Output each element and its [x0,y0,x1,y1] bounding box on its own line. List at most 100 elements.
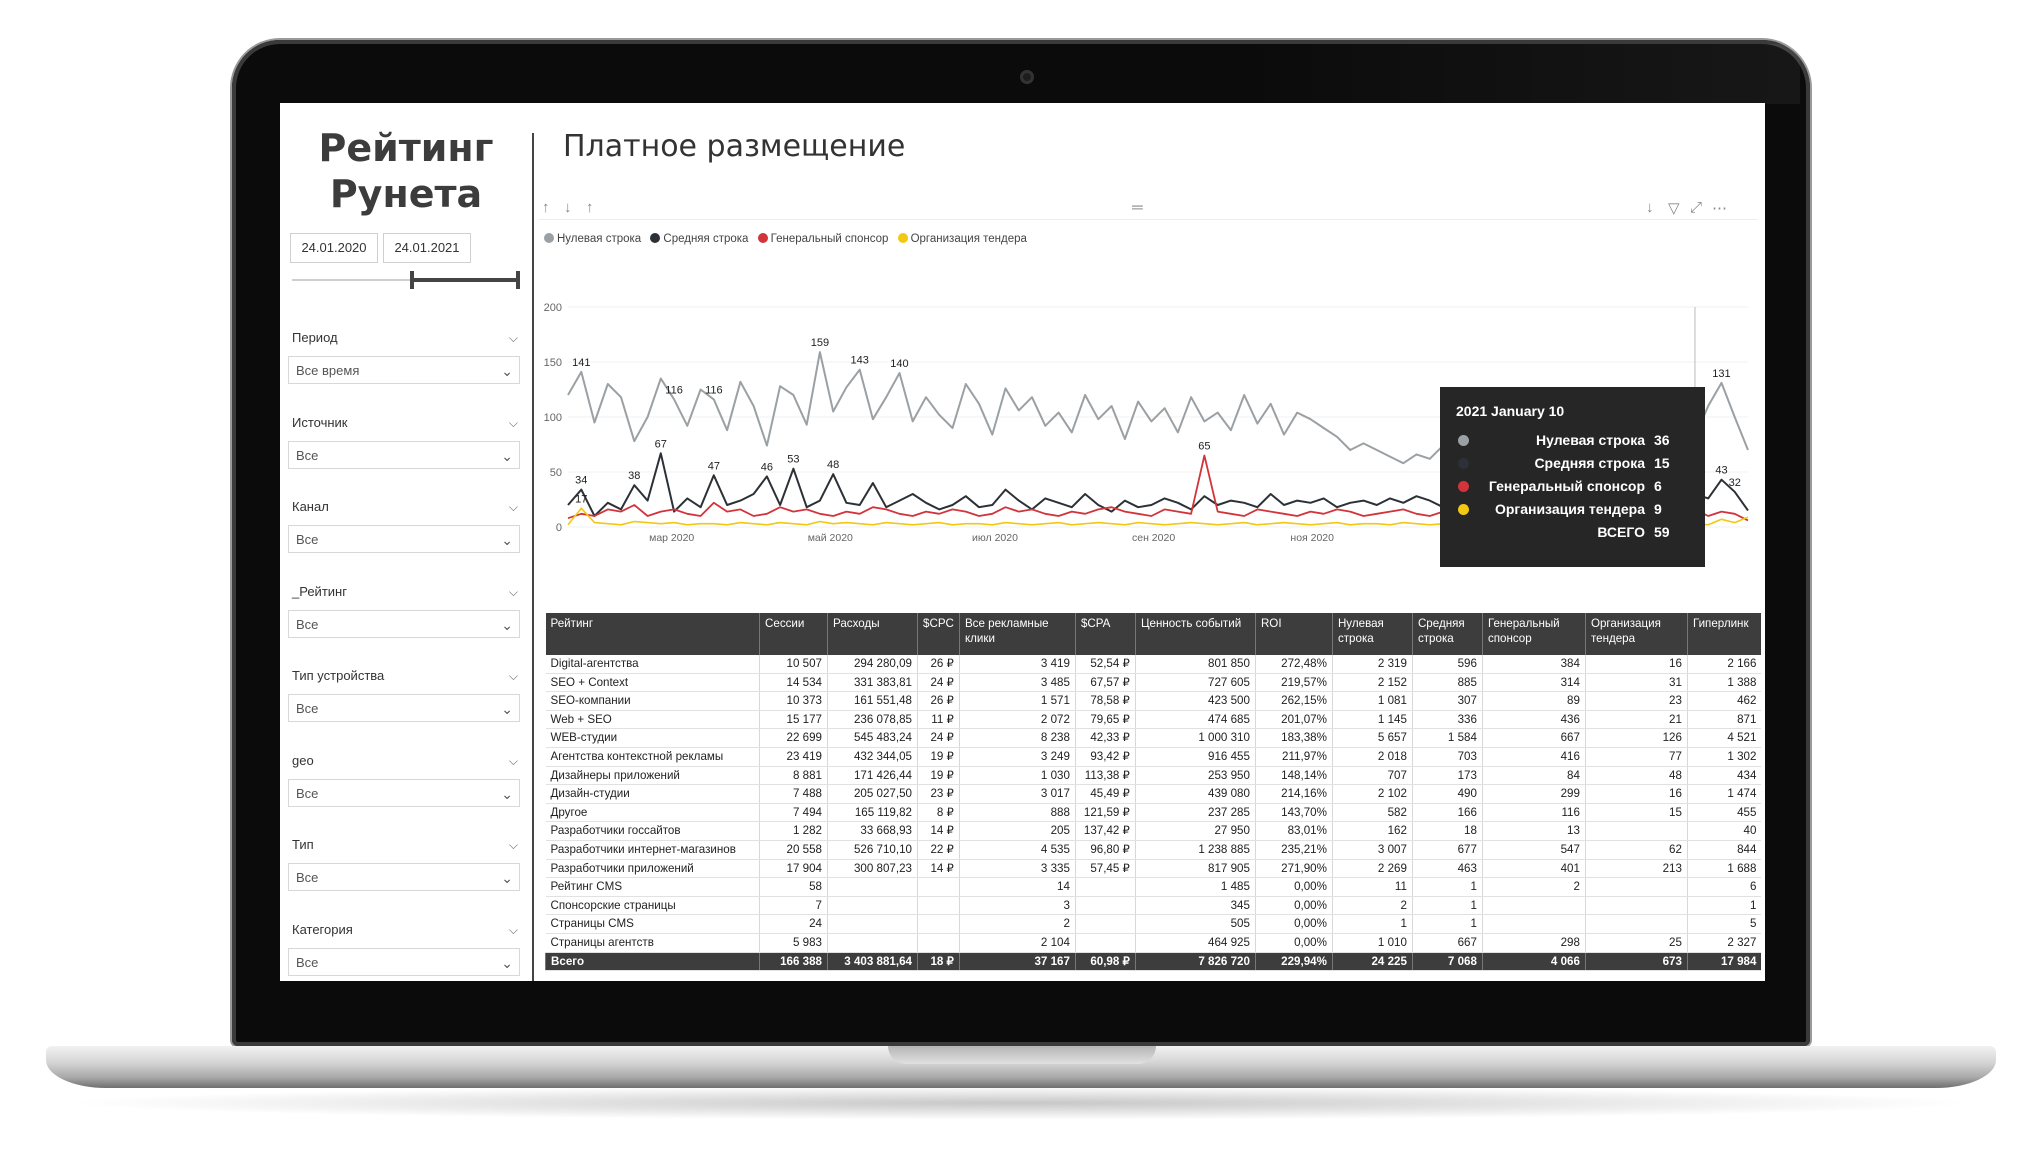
table-cell: 16 [1584,655,1688,674]
table-row[interactable]: Web + SEO 15 177 236 078,85 11 ₽2 072 79,65 … [545,710,1762,730]
table-header-cell[interactable]: Все рекламные клики [958,613,1076,655]
filter-dropdown[interactable]: Все время ⌄ [288,356,520,384]
date-slider-start-handle[interactable] [410,271,414,289]
filter-dropdown[interactable]: Все ⌄ [288,863,520,891]
legend-item-middle-row[interactable]: Средняя строка [650,233,748,245]
table-cell: 126 [1584,728,1688,748]
table-cell: Агентства контекстной рекламы [545,747,760,767]
filter-title[interactable]: Тип устройства ⌵ [292,666,520,686]
date-slider-track[interactable] [292,279,518,281]
table-cell: 3 485 [958,673,1076,693]
table-header-cell[interactable]: $CPC [917,613,960,655]
table-row[interactable]: Разработчики приложений 17 904 300 807,23 1… [545,859,1762,879]
filter-title[interactable]: Тип ⌵ [292,835,520,855]
table-cell: 161 551,48 [827,691,918,711]
table-header-cell[interactable]: Средняя строка [1411,613,1483,655]
table-row[interactable]: Дизайн-студии 7 488 205 027,50 23 ₽3 017 45,… [545,784,1762,804]
chevron-down-icon[interactable]: ⌵ [508,922,518,937]
x-tick-label: ноя 2020 [1290,532,1334,543]
table-row[interactable]: Рейтинг CMS 58 14 1 485 0,00% 11 1 2 6 [545,877,1762,897]
visual-header: ↑ ↓ ↑ ═ ↓ ▽ ⤢ ⋯ [538,197,1758,220]
legend-label: Средняя строка [663,233,749,245]
table-cell: 2 102 [1331,784,1413,804]
table-cell: 439 080 [1134,784,1256,804]
table-row[interactable]: Разработчики интернет-магазинов 20 558 526… [545,840,1762,860]
chevron-down-icon[interactable]: ⌵ [508,415,518,430]
filter-dropdown[interactable]: Все ⌄ [288,609,520,638]
table-header-cell[interactable]: ROI [1254,613,1333,655]
legend-item-zero-row[interactable]: Нулевая строка [544,233,641,245]
table-cell: 11 ₽ [917,710,960,730]
table-row[interactable]: Другое 7 494 165 119,82 8 ₽888 121,59 ₽237 2… [545,803,1762,823]
chevron-down-icon[interactable]: ⌵ [508,500,518,514]
table-total-row: Всего 166 388 3 403 881,64 18 ₽37 167 60,98 … [545,952,1762,972]
tooltip-value: 36 [1654,432,1670,448]
drill-mode-icon[interactable]: ↓ [1646,199,1654,216]
filter-dropdown[interactable]: Все ⌄ [288,694,520,722]
y-tick-label: 50 [550,467,562,479]
filter-title[interactable]: Категория ⌵ [292,920,520,940]
table-header-cell[interactable]: Организация тендера [1584,613,1688,655]
date-slider-end-handle[interactable] [516,271,520,289]
filter-title[interactable]: Канал ⌵ [292,497,520,517]
filter-dropdown[interactable]: Все ⌄ [288,778,520,807]
tooltip-label: Нулевая строка [1535,432,1645,448]
table-row[interactable]: Разработчики госсайтов 1 282 33 668,93 14 ₽… [545,821,1762,841]
table-cell: 79,65 ₽ [1074,710,1136,730]
legend-item-general-sponsor[interactable]: Генеральный спонсор [757,233,888,245]
chevron-down-icon[interactable]: ⌵ [508,838,518,852]
table-header-cell[interactable]: Нулевая строка [1331,613,1413,655]
table-cell [827,933,918,953]
table-cell: 22 ₽ [917,840,960,860]
expand-level-icon[interactable]: ↑ [586,199,594,216]
more-options-icon[interactable]: ⋯ [1712,200,1727,217]
filter-title[interactable]: _Рейтинг ⌵ [292,582,520,602]
table-header-cell[interactable]: Гиперлинк [1686,613,1762,655]
filter-title[interactable]: Источник ⌵ [292,413,520,433]
filter-dropdown[interactable]: Все ⌄ [288,440,520,469]
chevron-down-icon[interactable]: ⌵ [508,669,518,683]
table-cell [1074,877,1136,897]
table-cell: 1 [1411,877,1483,897]
filter-title[interactable]: geo ⌵ [292,751,520,771]
focus-mode-icon[interactable]: ⤢ [1690,199,1703,216]
table-cell: 3 249 [958,747,1076,767]
date-end-input[interactable]: 24.01.2021 [383,233,471,263]
chevron-down-icon[interactable]: ⌵ [508,584,518,599]
y-tick-label: 100 [544,412,562,424]
table-row[interactable]: Страницы CMS 24 2 505 0,00% 1 1 5 [545,914,1762,934]
drill-down-level-icon[interactable]: ↓ [564,199,572,216]
filter-title[interactable]: Период ⌵ [292,328,520,348]
filter-icon[interactable]: ▽ [1668,200,1680,217]
table-row[interactable]: Дизайнеры приложений 8 881 171 426,44 19 ₽1… [545,766,1762,786]
table-row[interactable]: Страницы агентств 5 983 2 104 464 925 0,00% 1… [545,933,1762,953]
table-header-cell[interactable]: Расходы [827,613,918,655]
drag-handle-icon[interactable]: ═ [1132,199,1143,216]
table-cell: 298 [1481,933,1586,953]
table-header-cell[interactable]: Ценность событий [1134,613,1256,655]
filter-dropdown[interactable]: Все ⌄ [288,525,520,553]
table-cell: 213 [1584,859,1688,879]
filter-dropdown-value: Все время [296,363,360,378]
chevron-down-icon[interactable]: ⌵ [508,331,518,345]
table-row[interactable]: Спонсорские страницы 7 3 345 0,00% 2 1 1 [545,896,1762,916]
table-header-cell[interactable]: Рейтинг [545,613,760,655]
table-row[interactable]: WEB-студии 22 699 545 483,24 24 ₽8 238 42,33… [545,728,1762,748]
table-row[interactable]: Агентства контекстной рекламы 23 419 432 3… [545,747,1762,767]
table-row[interactable]: Digital-агентства 10 507 294 280,09 26 ₽3 4… [545,655,1762,674]
table-cell: 57,45 ₽ [1074,859,1136,879]
legend-item-tender[interactable]: Организация тендера [897,233,1027,245]
table-cell: 93,42 ₽ [1074,747,1136,767]
drill-up-icon[interactable]: ↑ [542,199,550,216]
table-cell: 96,80 ₽ [1074,840,1136,860]
table-header-cell[interactable]: $CPA [1074,613,1136,655]
ratings-table: Рейтинг Сессии Расходы $CPC Все рекламные кл… [545,613,1762,972]
table-row[interactable]: SEO-компании 10 373 161 551,48 26 ₽1 571 78,… [545,691,1762,711]
table-cell: 5 657 [1331,728,1413,748]
table-row[interactable]: SEO + Context 14 534 331 383,81 24 ₽3 485 67… [545,673,1762,693]
table-header-cell[interactable]: Сессии [759,613,828,655]
table-header-cell[interactable]: Генеральный спонсор [1481,613,1586,655]
chevron-down-icon[interactable]: ⌵ [508,753,518,768]
filter-dropdown[interactable]: Все ⌄ [288,947,520,976]
date-start-input[interactable]: 24.01.2020 [290,233,378,263]
